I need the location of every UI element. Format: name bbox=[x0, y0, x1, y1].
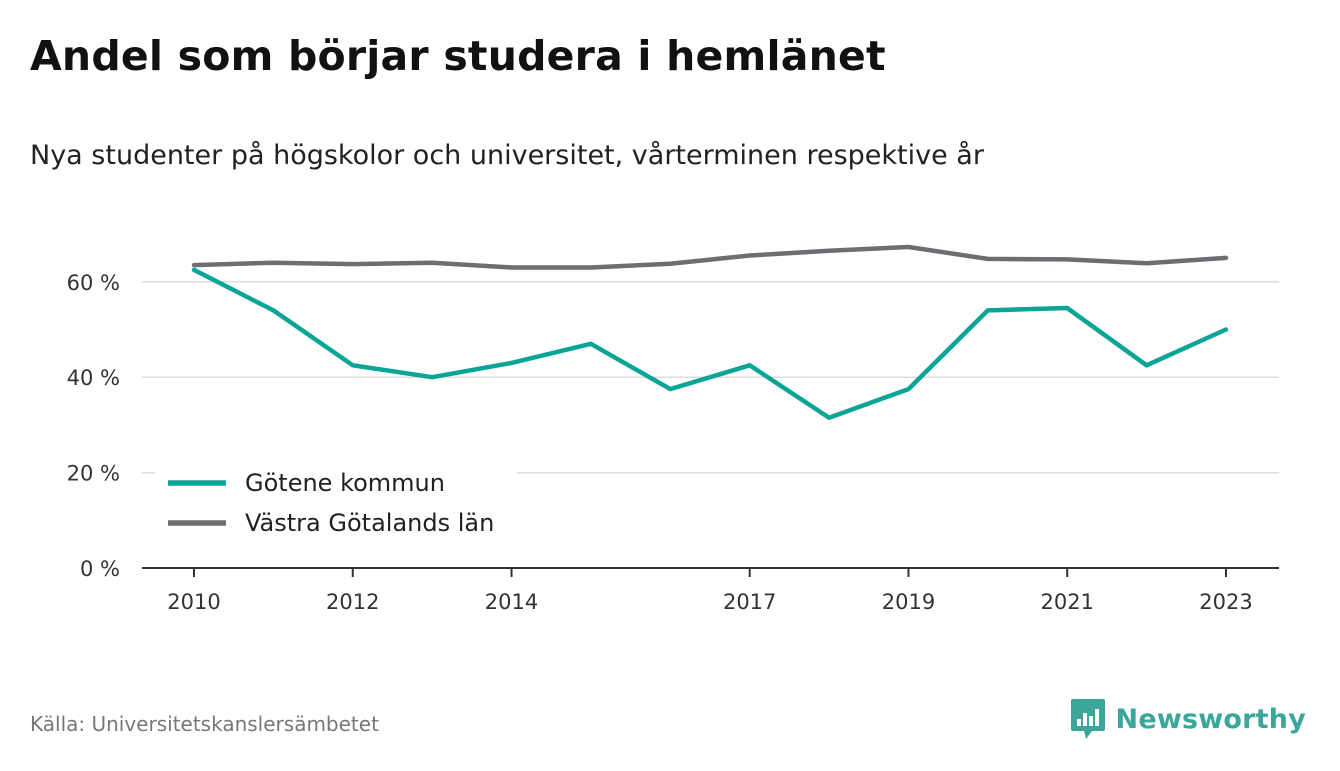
x-tick-label: 2019 bbox=[882, 590, 935, 614]
brand-name: Newsworthy bbox=[1115, 703, 1306, 735]
x-tick-label: 2014 bbox=[485, 590, 538, 614]
series-lines bbox=[191, 244, 1229, 420]
chart-title: Andel som börjar studera i hemlänet bbox=[30, 32, 886, 80]
legend-label: Västra Götalands län bbox=[245, 509, 494, 537]
legend: Götene kommun Västra Götalands län bbox=[155, 462, 517, 552]
line-chart: 0 % 20 % 40 % 60 % 2010 2012 2014 2017 2019 2021… bbox=[67, 244, 1279, 614]
source-note: Källa: Universitetskanslersämbetet bbox=[30, 712, 379, 736]
x-tick-label: 2023 bbox=[1199, 590, 1252, 614]
x-tick-label: 2012 bbox=[326, 590, 379, 614]
x-tick-label: 2017 bbox=[723, 590, 776, 614]
y-axis: 0 % 20 % 40 % 60 % bbox=[67, 271, 120, 581]
newsworthy-logo-icon bbox=[1070, 699, 1105, 739]
y-tick-label: 20 % bbox=[67, 462, 120, 486]
y-tick-label: 0 % bbox=[80, 557, 120, 581]
y-tick-label: 60 % bbox=[67, 271, 120, 295]
brand-logo[interactable]: Newsworthy bbox=[1070, 697, 1306, 741]
x-tick-label: 2010 bbox=[167, 590, 220, 614]
legend-label: Götene kommun bbox=[245, 469, 445, 497]
legend-background bbox=[155, 462, 517, 552]
x-axis: 2010 2012 2014 2017 2019 2021 2023 bbox=[142, 567, 1279, 614]
chart-subtitle: Nya studenter på högskolor och universit… bbox=[30, 140, 984, 171]
series-line-vastra bbox=[191, 244, 1229, 270]
series-line-gotene bbox=[191, 267, 1229, 420]
x-tick-label: 2021 bbox=[1041, 590, 1094, 614]
y-tick-label: 40 % bbox=[67, 366, 120, 390]
